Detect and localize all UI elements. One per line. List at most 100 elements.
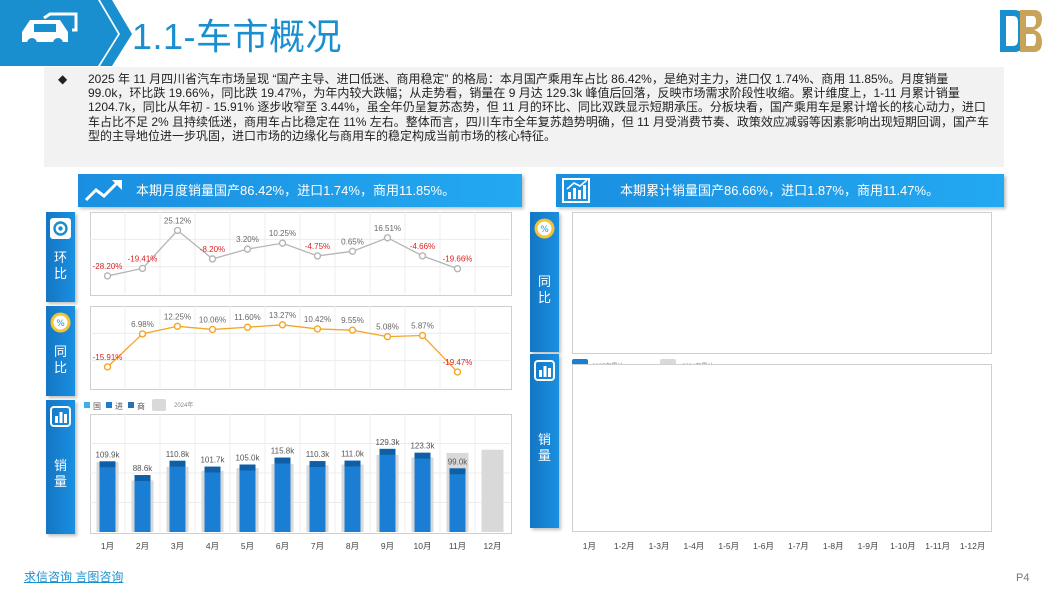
sales-prev-bar xyxy=(481,449,504,532)
yoy-data-label: 10.06% xyxy=(199,315,226,324)
mom-data-label: -4.66% xyxy=(410,242,435,251)
csales-tick-label: 1-11月 xyxy=(925,541,950,551)
sales-bar-commercial xyxy=(204,466,221,473)
summary-box xyxy=(44,67,1004,167)
sales-bar-commercial xyxy=(99,461,116,468)
legend-domestic: 国 xyxy=(93,402,101,411)
car-icon xyxy=(22,12,78,48)
legend-prev-swatch xyxy=(152,399,166,411)
csales-tick-label: 1-5月 xyxy=(718,541,739,551)
mom-point xyxy=(243,245,252,253)
yoy-data-label: 5.08% xyxy=(376,323,399,332)
yoy-char-1: 同 xyxy=(53,344,67,359)
sales-bar-commercial xyxy=(449,468,466,475)
legend-import-swatch xyxy=(106,402,112,408)
sales-bar-commercial xyxy=(309,461,326,468)
sales-data-label: 88.6k xyxy=(133,464,154,473)
footer-link[interactable]: 求信咨询 言图咨询 xyxy=(24,570,124,584)
legend-prev: 2024年 xyxy=(174,401,193,409)
sales-data-label: 109.9k xyxy=(95,450,120,459)
mom-data-label: -28.20% xyxy=(93,262,123,271)
sales-bar-commercial xyxy=(274,457,291,464)
sales-char-2: 量 xyxy=(53,474,67,489)
sales-bar-domestic xyxy=(274,463,291,532)
right-yoy-label: % 同比 xyxy=(530,212,559,352)
right-sales-text: 销量 xyxy=(530,432,559,464)
target-icon xyxy=(50,218,71,239)
yoy-point xyxy=(418,331,427,340)
sales-data-label: 101.7k xyxy=(200,456,225,465)
bar-chart-icon xyxy=(50,406,71,427)
csales-tick-label: 1-8月 xyxy=(823,541,844,551)
logo-icon xyxy=(1000,10,1042,52)
sales-bar-commercial xyxy=(169,460,186,467)
sales-tick-label: 6月 xyxy=(276,541,289,551)
sales-bar-domestic xyxy=(379,454,396,532)
mom-point xyxy=(103,272,112,280)
yoy-point xyxy=(138,330,147,338)
sales-data-label: 110.3k xyxy=(306,450,330,459)
sales-data-label: 105.0k xyxy=(235,454,260,463)
sales-char-1: 销 xyxy=(53,458,67,473)
sales-tick-label: 7月 xyxy=(311,541,324,551)
sales-data-label: 115.8k xyxy=(271,447,295,456)
svg-text:%: % xyxy=(56,319,65,329)
legend-commercial-swatch xyxy=(128,402,134,408)
yoy-data-label: 11.60% xyxy=(234,313,261,322)
mom-char-2: 比 xyxy=(53,266,67,281)
sales-data-label: 123.3k xyxy=(410,442,435,451)
ryoy-char-2: 比 xyxy=(537,290,551,305)
yoy-point xyxy=(348,326,357,334)
csales-tick-label: 1-12月 xyxy=(960,541,986,551)
mom-data-label: -8.20% xyxy=(200,245,225,254)
yoy-point xyxy=(383,332,392,341)
yoy-point xyxy=(173,322,182,330)
mom-data-label: -19.66% xyxy=(443,255,473,264)
mom-data-label: 10.25% xyxy=(269,229,296,238)
rsales-char-2: 量 xyxy=(537,448,551,463)
svg-text:%: % xyxy=(540,225,549,235)
sales-bar-domestic xyxy=(449,474,466,532)
csales-tick-label: 1-6月 xyxy=(753,541,774,551)
sales-data-label: 111.0k xyxy=(341,450,365,459)
legend-domestic-swatch xyxy=(84,402,90,408)
sales-tick-label: 10月 xyxy=(414,541,432,551)
yoy-data-label: 10.42% xyxy=(304,315,331,324)
sales-data-label: 110.8k xyxy=(166,450,190,459)
summary-bullet: ◆ xyxy=(58,72,68,86)
yoy-point xyxy=(453,368,462,376)
page-title: 1.1-车市概况 xyxy=(132,16,343,57)
mom-data-label: 25.12% xyxy=(164,216,191,225)
mom-point xyxy=(348,247,357,256)
csales-tick-label: 1月 xyxy=(583,541,596,551)
trend-icon xyxy=(84,180,122,202)
rsales-char-1: 销 xyxy=(537,432,551,447)
legend-import: 进 xyxy=(115,402,123,411)
percent-icon: % xyxy=(50,312,71,333)
left-banner: 本期月度销量国产86.42%，进口1.74%，商用11.85%。 xyxy=(78,174,522,207)
right-yoy-text: 同比 xyxy=(530,274,559,306)
sales-bar-domestic xyxy=(204,472,221,532)
sales-tick-label: 8月 xyxy=(346,541,359,551)
mom-data-label: 16.51% xyxy=(374,224,401,233)
mom-data-label: 3.20% xyxy=(236,235,259,244)
csales-tick-label: 1-7月 xyxy=(788,541,809,551)
left-banner-text: 本期月度销量国产86.42%，进口1.74%，商用11.85%。 xyxy=(136,183,456,198)
csales-tick-label: 1-2月 xyxy=(614,541,635,551)
sales-tick-label: 3月 xyxy=(171,541,184,551)
sales-bar-commercial xyxy=(379,448,396,455)
sales-bar-domestic xyxy=(134,481,151,532)
yoy-char-2: 比 xyxy=(53,360,67,375)
sales-bar-commercial xyxy=(134,475,151,482)
sales-bar-commercial xyxy=(344,460,361,467)
yoy-data-label: 9.55% xyxy=(341,316,364,325)
right-yoy-panel xyxy=(572,212,992,354)
mom-char-1: 环 xyxy=(53,250,67,265)
yoy-data-label: 12.25% xyxy=(164,312,191,321)
mom-point xyxy=(383,234,392,242)
csales-tick-label: 1-10月 xyxy=(890,541,916,551)
mom-point xyxy=(453,264,462,273)
sales-tick-label: 2月 xyxy=(136,541,149,551)
sales-tick-label: 4月 xyxy=(206,541,219,551)
yoy-point xyxy=(208,325,217,334)
